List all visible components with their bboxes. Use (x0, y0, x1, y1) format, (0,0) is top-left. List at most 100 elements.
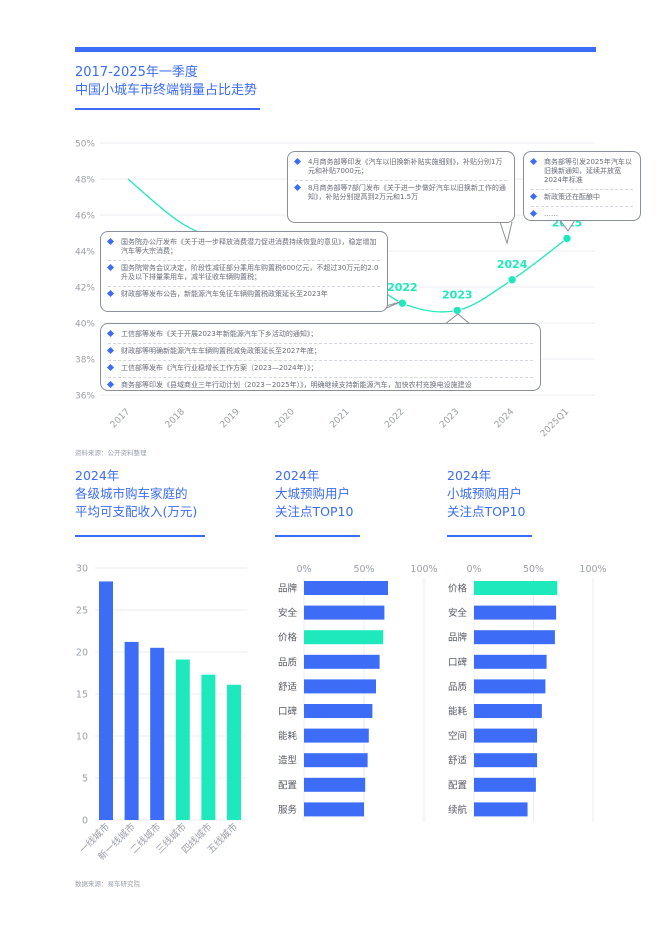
x-tick-label: 0% (466, 564, 481, 575)
category-label: 价格 (278, 632, 298, 644)
concern-bar (304, 679, 376, 694)
callout-2025-item: 新政策还在酝酿中 (529, 192, 633, 202)
category-label: 口碑 (278, 706, 298, 718)
callout-divider (108, 286, 380, 287)
page-title-line2: 中国小城车市终端销量占比走势 (75, 83, 258, 98)
y-tick-label: 15 (76, 690, 88, 701)
bottom-source: 数据来源：易车研究院 (75, 880, 140, 888)
callout-pointer-2023 (444, 313, 471, 325)
category-label: 安全 (448, 607, 468, 619)
page-title-line1: 2017-2025年一季度 (75, 65, 198, 80)
callout-divider (108, 360, 533, 361)
data-point (562, 233, 572, 244)
income-title: 2024年 各级城市购车家庭的 平均可支配收入(万元) (75, 468, 198, 519)
income-bar (175, 659, 190, 820)
concern-bar (304, 777, 366, 792)
concern-bar (474, 630, 555, 645)
y-tick-label: 10 (76, 732, 88, 743)
callout-divider (108, 260, 380, 261)
concern-bar (304, 753, 368, 768)
concern-bar (304, 704, 373, 718)
concern-bar (474, 753, 538, 768)
category-label: 舒适 (448, 755, 468, 767)
category-label: 服务 (278, 804, 298, 816)
y-tick-label: 30 (76, 564, 88, 575)
category-label: 能耗 (278, 730, 298, 742)
y-tick-label: 20 (76, 648, 88, 659)
concern-bar (304, 581, 388, 595)
income-bar (124, 641, 139, 820)
income-title-underline (75, 535, 205, 537)
concern-bar (474, 728, 538, 743)
callout-2025-item: …… (529, 209, 633, 219)
callout-divider (108, 343, 533, 344)
small-city-title-underline (447, 535, 532, 537)
y-tick-label: 44% (75, 248, 95, 258)
title-underline (75, 108, 260, 110)
callout-2022-item: 国务院办公厅发布《关于进一步释放消费潜力促进消费持续恢复的意见》，稳定增加汽车等… (106, 237, 380, 256)
category-label: 续航 (448, 804, 468, 816)
y-tick-label: 0 (82, 816, 88, 827)
concern-bar (474, 704, 542, 718)
callout-divider (295, 180, 507, 181)
data-point-label: 2022 (387, 281, 418, 294)
callout-2024-item: 8月商务部等7部门发布《关于进一步做好汽车以旧换新工作的通知》，补贴分别提高到2… (293, 183, 507, 202)
income-bar (227, 684, 241, 820)
callout-2024-item: 4月商务部等印发《汽车以旧换新补贴实施细则》，补贴分别1万元和补贴7000元； (293, 157, 507, 176)
category-label: 口碑 (448, 656, 468, 668)
y-tick-label: 36% (75, 392, 95, 402)
callout-divider (531, 189, 633, 190)
category-label: 价格 (448, 583, 468, 595)
concern-bar (474, 654, 547, 669)
top-accent-bar (75, 47, 596, 52)
big-city-title-underline (275, 535, 360, 537)
callout-2023-item: 工信部等发布《关于开展2023年新能源汽车下乡活动的通知》； (106, 329, 533, 339)
y-tick-label: 40% (75, 320, 95, 330)
category-label: 品牌 (448, 632, 468, 644)
y-tick-label: 25 (76, 606, 88, 617)
category-label: 舒适 (278, 681, 298, 693)
callout-pointer-2024 (499, 221, 513, 245)
x-tick-label: 50% (523, 564, 544, 575)
y-tick-label: 50% (75, 140, 95, 150)
category-label: 能耗 (448, 706, 468, 718)
page-title: 2017-2025年一季度 中国小城车市终端销量占比走势 (75, 64, 257, 100)
callout-2023-item: 财政部等明确新能源汽车车辆购置税减免政策延长至2027年底； (106, 346, 533, 356)
x-tick-label: 100% (579, 564, 606, 575)
income-bar (150, 647, 165, 820)
data-point (507, 275, 517, 285)
concern-bar (474, 802, 528, 817)
big-city-title: 2024年 大城预购用户 关注点TOP10 (275, 468, 354, 519)
y-tick-label: 48% (75, 176, 95, 186)
line-chart-source: 资料来源：公开资料整理 (75, 449, 147, 457)
callout-2022-item: 财政部等发布公告，新能源汽车免征车辆购置税政策延长至2023年 (106, 289, 380, 299)
concern-bar (304, 802, 364, 817)
concern-bar (304, 630, 384, 645)
concern-bar (474, 581, 558, 595)
callout-divider (108, 377, 533, 378)
category-label: 配置 (278, 780, 297, 791)
category-label: 品质 (448, 681, 468, 693)
callout-pointer-2025 (559, 219, 576, 232)
callout-2022-item: 国务院常务会议决定，阶段性减征部分乘用车购置税600亿元，不超过30万元的2.0… (106, 263, 380, 282)
income-bar (99, 581, 113, 820)
callout-2022: 国务院办公厅发布《关于进一步释放消费潜力促进消费持续恢复的意见》，稳定增加汽车等… (100, 231, 388, 312)
concern-bar (474, 679, 546, 694)
data-point-label: 2024 (497, 258, 528, 271)
callout-2023-item: 工信部等发布《汽车行业稳增长工作方案（2023—2024年）》； (106, 363, 533, 373)
y-tick-label: 38% (75, 356, 95, 366)
concern-bar (474, 605, 557, 620)
x-tick-label: 50% (353, 564, 374, 575)
callout-2023-item: 商务部等印发《县域商业三年行动计划（2023－2025年）》，明确继续支持新能源… (106, 380, 533, 390)
y-tick-label: 42% (75, 284, 95, 294)
income-bar (201, 674, 216, 820)
data-point-label: 2023 (442, 288, 473, 301)
callout-2024: 4月商务部等印发《汽车以旧换新补贴实施细则》，补贴分别1万元和补贴7000元； … (287, 151, 515, 223)
callout-divider (531, 206, 633, 207)
x-tick-label: 0% (296, 564, 311, 575)
callout-2025: 商务部等引发2025年汽车以旧换新通知，延续并放宽2024年标准 新政策还在酝酿… (523, 151, 641, 221)
category-label: 配置 (448, 780, 467, 791)
y-tick-label: 46% (75, 212, 95, 222)
small-city-title: 2024年 小城预购用户 关注点TOP10 (447, 468, 526, 519)
